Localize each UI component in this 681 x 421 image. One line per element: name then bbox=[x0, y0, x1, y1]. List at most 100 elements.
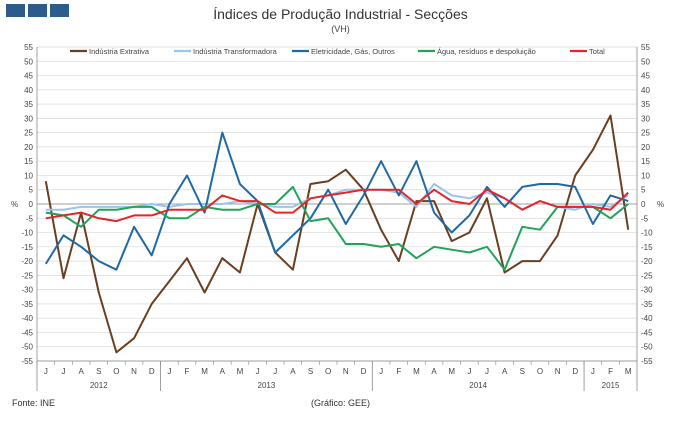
y-tick-label-right: -45 bbox=[641, 328, 653, 337]
x-year-label: 2012 bbox=[90, 381, 108, 390]
logo-block bbox=[50, 4, 69, 17]
x-tick-label-month: N bbox=[131, 367, 137, 376]
x-tick-label-month: A bbox=[290, 367, 296, 376]
y-tick-label-right: 35 bbox=[641, 100, 650, 109]
y-tick-label-left: 50 bbox=[24, 57, 33, 66]
y-tick-label-right: -40 bbox=[641, 314, 653, 323]
x-tick-label-month: A bbox=[220, 367, 226, 376]
y-tick-label-left: -40 bbox=[21, 314, 33, 323]
x-tick-label-month: D bbox=[149, 367, 155, 376]
x-tick-label-month: J bbox=[591, 367, 595, 376]
y-tick-label-right: 5 bbox=[641, 186, 646, 195]
x-tick-label-month: D bbox=[361, 367, 367, 376]
x-tick-label-month: F bbox=[396, 367, 401, 376]
y-tick-label-right: 40 bbox=[641, 86, 650, 95]
x-tick-label-month: N bbox=[343, 367, 349, 376]
y-tick-label-right: 0 bbox=[641, 200, 646, 209]
series-line bbox=[44, 114, 630, 354]
x-tick-label-month: J bbox=[167, 367, 171, 376]
y-tick-label-right: -50 bbox=[641, 343, 653, 352]
x-tick-label-month: S bbox=[96, 367, 101, 376]
y-tick-label-left: 20 bbox=[24, 143, 33, 152]
x-tick-label-month: J bbox=[467, 367, 471, 376]
x-tick-label-month: M bbox=[625, 367, 632, 376]
y-tick-label-left: 10 bbox=[24, 171, 33, 180]
y-tick-label-left: -25 bbox=[21, 271, 33, 280]
y-tick-label-left: -35 bbox=[21, 300, 33, 309]
chart-title: Índices de Produção Industrial - Secções bbox=[213, 6, 468, 22]
x-tick-label-month: O bbox=[537, 367, 543, 376]
x-tick-label-month: A bbox=[431, 367, 437, 376]
x-tick-label-month: J bbox=[61, 367, 65, 376]
y-tick-label-right: 30 bbox=[641, 114, 650, 123]
y-tick-label-right: -10 bbox=[641, 229, 653, 238]
x-year-label: 2014 bbox=[469, 381, 487, 390]
series-line bbox=[45, 188, 629, 223]
x-tick-label-month: O bbox=[325, 367, 331, 376]
chart-subtitle: (VH) bbox=[331, 24, 350, 34]
x-tick-label-month: F bbox=[185, 367, 190, 376]
x-tick-label-month: O bbox=[113, 367, 119, 376]
y-tick-label-right: 15 bbox=[641, 157, 650, 166]
y-unit-label-left: % bbox=[11, 200, 18, 209]
x-tick-label-month: S bbox=[308, 367, 313, 376]
logo-block bbox=[6, 4, 25, 17]
y-tick-label-left: -5 bbox=[26, 214, 34, 223]
logo-block bbox=[28, 4, 47, 17]
y-tick-label-right: -35 bbox=[641, 300, 653, 309]
x-tick-label-month: M bbox=[201, 367, 208, 376]
y-tick-label-left: 30 bbox=[24, 114, 33, 123]
y-tick-label-right: 10 bbox=[641, 171, 650, 180]
x-year-label: 2013 bbox=[258, 381, 276, 390]
y-tick-label-right: -20 bbox=[641, 257, 653, 266]
x-tick-label-month: F bbox=[608, 367, 613, 376]
series-line bbox=[44, 131, 629, 271]
x-tick-label-month: M bbox=[413, 367, 420, 376]
y-tick-label-left: -20 bbox=[21, 257, 33, 266]
y-tick-label-left: -50 bbox=[21, 343, 33, 352]
x-year-label: 2015 bbox=[602, 381, 620, 390]
y-tick-label-right: 45 bbox=[641, 72, 650, 81]
x-tick-label-month: S bbox=[520, 367, 525, 376]
x-tick-label-month: J bbox=[44, 367, 48, 376]
legend-entry: Indústria Transformadora bbox=[193, 47, 278, 56]
y-tick-label-left: 55 bbox=[24, 43, 33, 52]
legend-entry: Eletricidade, Gás, Outros bbox=[311, 47, 395, 56]
publisher-logo bbox=[6, 4, 69, 17]
x-tick-label-month: J bbox=[379, 367, 383, 376]
x-tick-label-month: M bbox=[237, 367, 244, 376]
y-tick-label-left: 40 bbox=[24, 86, 33, 95]
y-tick-label-right: -5 bbox=[641, 214, 649, 223]
y-tick-label-left: -55 bbox=[21, 357, 33, 366]
source-note: Fonte: INE bbox=[12, 398, 56, 408]
y-tick-label-left: -15 bbox=[21, 243, 33, 252]
series-line bbox=[45, 185, 629, 271]
y-tick-label-left: 5 bbox=[29, 186, 34, 195]
x-tick-label-month: M bbox=[448, 367, 455, 376]
legend-entry: Água, resíduos e despoluição bbox=[437, 47, 536, 56]
y-tick-label-right: -15 bbox=[641, 243, 653, 252]
x-tick-label-month: J bbox=[273, 367, 277, 376]
y-tick-label-right: -55 bbox=[641, 357, 653, 366]
y-tick-label-left: 45 bbox=[24, 72, 33, 81]
x-tick-label-month: J bbox=[485, 367, 489, 376]
y-tick-label-left: -10 bbox=[21, 229, 33, 238]
y-tick-label-left: 25 bbox=[24, 129, 33, 138]
legend-entry: Indústria Extrativa bbox=[89, 47, 150, 56]
y-tick-label-right: 25 bbox=[641, 129, 650, 138]
y-tick-label-right: 20 bbox=[641, 143, 650, 152]
x-tick-label-month: N bbox=[555, 367, 561, 376]
legend-entry: Total bbox=[589, 47, 605, 56]
y-tick-label-right: -30 bbox=[641, 286, 653, 295]
x-tick-label-month: D bbox=[572, 367, 578, 376]
y-tick-label-left: -30 bbox=[21, 286, 33, 295]
y-tick-label-right: 55 bbox=[641, 43, 650, 52]
y-tick-label-left: -45 bbox=[21, 328, 33, 337]
y-tick-label-right: 50 bbox=[641, 57, 650, 66]
x-tick-label-month: J bbox=[256, 367, 260, 376]
x-tick-label-month: A bbox=[502, 367, 508, 376]
y-tick-label-left: 35 bbox=[24, 100, 33, 109]
y-tick-label-left: 0 bbox=[29, 200, 34, 209]
credit-note: (Gráfico: GEE) bbox=[310, 398, 370, 408]
